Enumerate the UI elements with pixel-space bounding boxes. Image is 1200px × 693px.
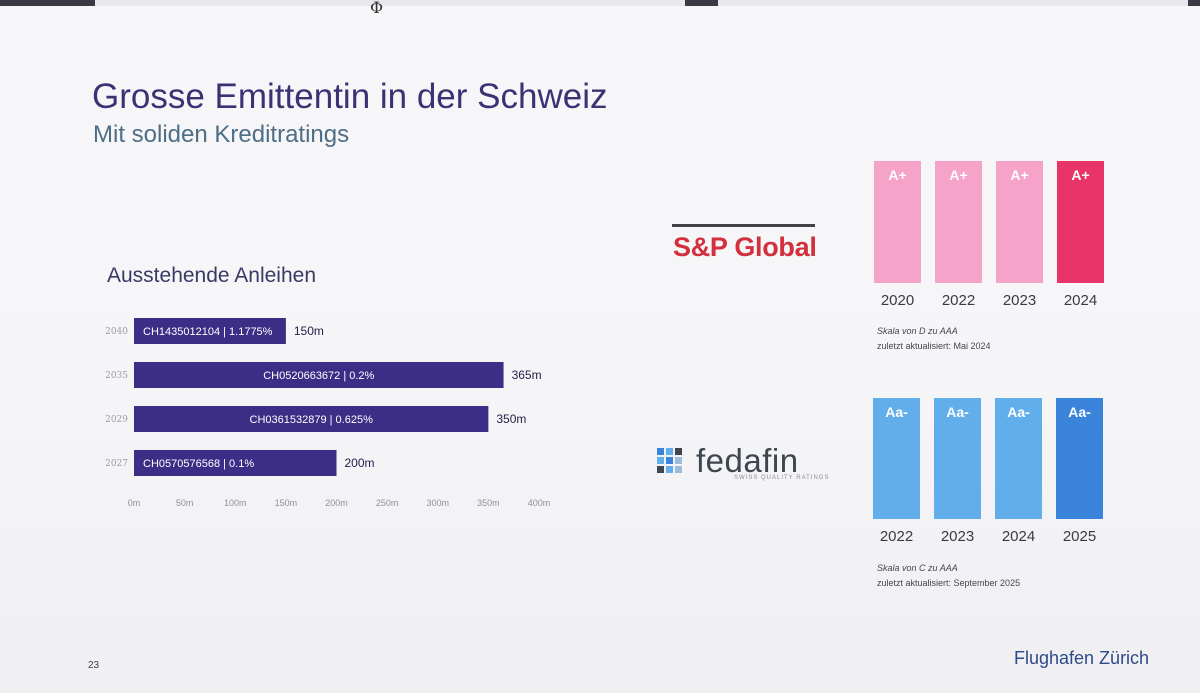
bond-chart: 2040 CH1435012104 | 1.1775% 150m 2035 CH0520… [105, 318, 551, 508]
bond-bar [134, 406, 489, 432]
top-logo-icon: Φ [370, 0, 384, 17]
rating-bar [1057, 161, 1104, 283]
brand-wordmark: Flughafen Zürich [1014, 648, 1150, 668]
rating-bar [874, 161, 921, 283]
sp-scale-note-text: Skala von D zu AAA [877, 326, 958, 336]
bond-bar [134, 450, 337, 476]
bond-x-tick-label: 400m [528, 498, 551, 508]
bond-bar-label: CH0361532879 | 0.625% [250, 414, 374, 426]
bond-bar [134, 318, 286, 344]
bond-chart-title: Ausstehende Anleihen [107, 264, 317, 287]
fedafin-updated-note: zuletzt aktualisiert: September 2025 [877, 578, 1021, 588]
fedafin-dot [675, 466, 682, 473]
rating-label: A+ [949, 167, 968, 183]
rating-year-label: 2025 [1062, 528, 1097, 545]
bond-year-label: 2040 [105, 327, 128, 337]
bond-bar [134, 362, 504, 388]
bond-value-label: 150m [294, 324, 324, 338]
bond-bar-label: CH1435012104 | 1.1775% [143, 326, 273, 338]
bond-value-label: 350m [496, 412, 526, 426]
sp-logo-rule [672, 224, 815, 227]
fedafin-tagline: SWISS QUALITY RATINGS [734, 475, 830, 481]
fedafin-scale-note-text: Skala von C zu AAA [877, 563, 958, 573]
bond-bar-label: CH0520663672 | 0.2% [263, 370, 374, 382]
bond-year-label: 2029 [105, 415, 128, 425]
fedafin-dot [666, 448, 673, 455]
fedafin-logo: fedafin SWISS QUALITY RATINGS [657, 442, 832, 484]
bond-year-label: 2035 [105, 371, 128, 381]
fedafin-logo-text: fedafin [696, 442, 799, 479]
fedafin-scale-note: Skala von C zu AAA [877, 563, 958, 573]
rating-year-label: 2024 [1063, 292, 1098, 309]
rating-bar [1056, 398, 1103, 519]
rating-year-label: 2024 [1001, 528, 1036, 545]
bond-x-tick-label: 300m [426, 498, 449, 508]
rating-year-label: 2020 [880, 292, 915, 309]
bond-x-tick-label: 0m [128, 498, 141, 508]
fedafin-dot [657, 448, 664, 455]
fedafin-dot [675, 448, 682, 455]
sp-scale-note: Skala von D zu AAA [877, 326, 958, 336]
rating-label: Aa- [885, 404, 908, 420]
bond-x-tick-label: 100m [224, 498, 247, 508]
rating-bar [935, 161, 982, 283]
rating-label: Aa- [1068, 404, 1091, 420]
fedafin-dot [666, 457, 673, 464]
page-subtitle: Mit soliden Kreditratings [93, 121, 350, 148]
rating-year-label: 2023 [940, 528, 975, 545]
bond-x-tick-label: 150m [275, 498, 298, 508]
bond-value-label: 200m [345, 456, 375, 470]
rating-label: A+ [1071, 167, 1090, 183]
rating-label: A+ [888, 167, 907, 183]
top-frame-gap [95, 0, 685, 6]
bond-x-tick-label: 50m [176, 498, 194, 508]
sp-updated-note: zuletzt aktualisiert: Mai 2024 [877, 341, 991, 351]
bond-x-tick-label: 350m [477, 498, 500, 508]
rating-label: A+ [1010, 167, 1029, 183]
fedafin-dot [657, 466, 664, 473]
fedafin-dot [675, 457, 682, 464]
rating-year-label: 2022 [941, 292, 976, 309]
bond-value-label: 365m [512, 368, 542, 382]
fedafin-dots-icon [657, 448, 689, 478]
bond-x-tick-label: 200m [325, 498, 348, 508]
fedafin-dot [666, 466, 673, 473]
rating-label: Aa- [946, 404, 969, 420]
rating-year-label: 2022 [879, 528, 914, 545]
bond-x-tick-label: 250m [376, 498, 399, 508]
rating-bar [934, 398, 981, 519]
rating-bar [995, 398, 1042, 519]
rating-label: Aa- [1007, 404, 1030, 420]
rating-bar [873, 398, 920, 519]
top-frame-gap [718, 0, 1188, 6]
rating-year-label: 2023 [1002, 292, 1037, 309]
bond-year-label: 2027 [105, 459, 128, 469]
fedafin-dot [657, 457, 664, 464]
page-title: Grosse Emittentin in der Schweiz [92, 77, 608, 116]
bond-bar-label: CH0570576568 | 0.1% [143, 458, 254, 470]
page-number: 23 [88, 660, 100, 671]
sp-logo-text: S&P Global [673, 232, 817, 262]
rating-bar [996, 161, 1043, 283]
